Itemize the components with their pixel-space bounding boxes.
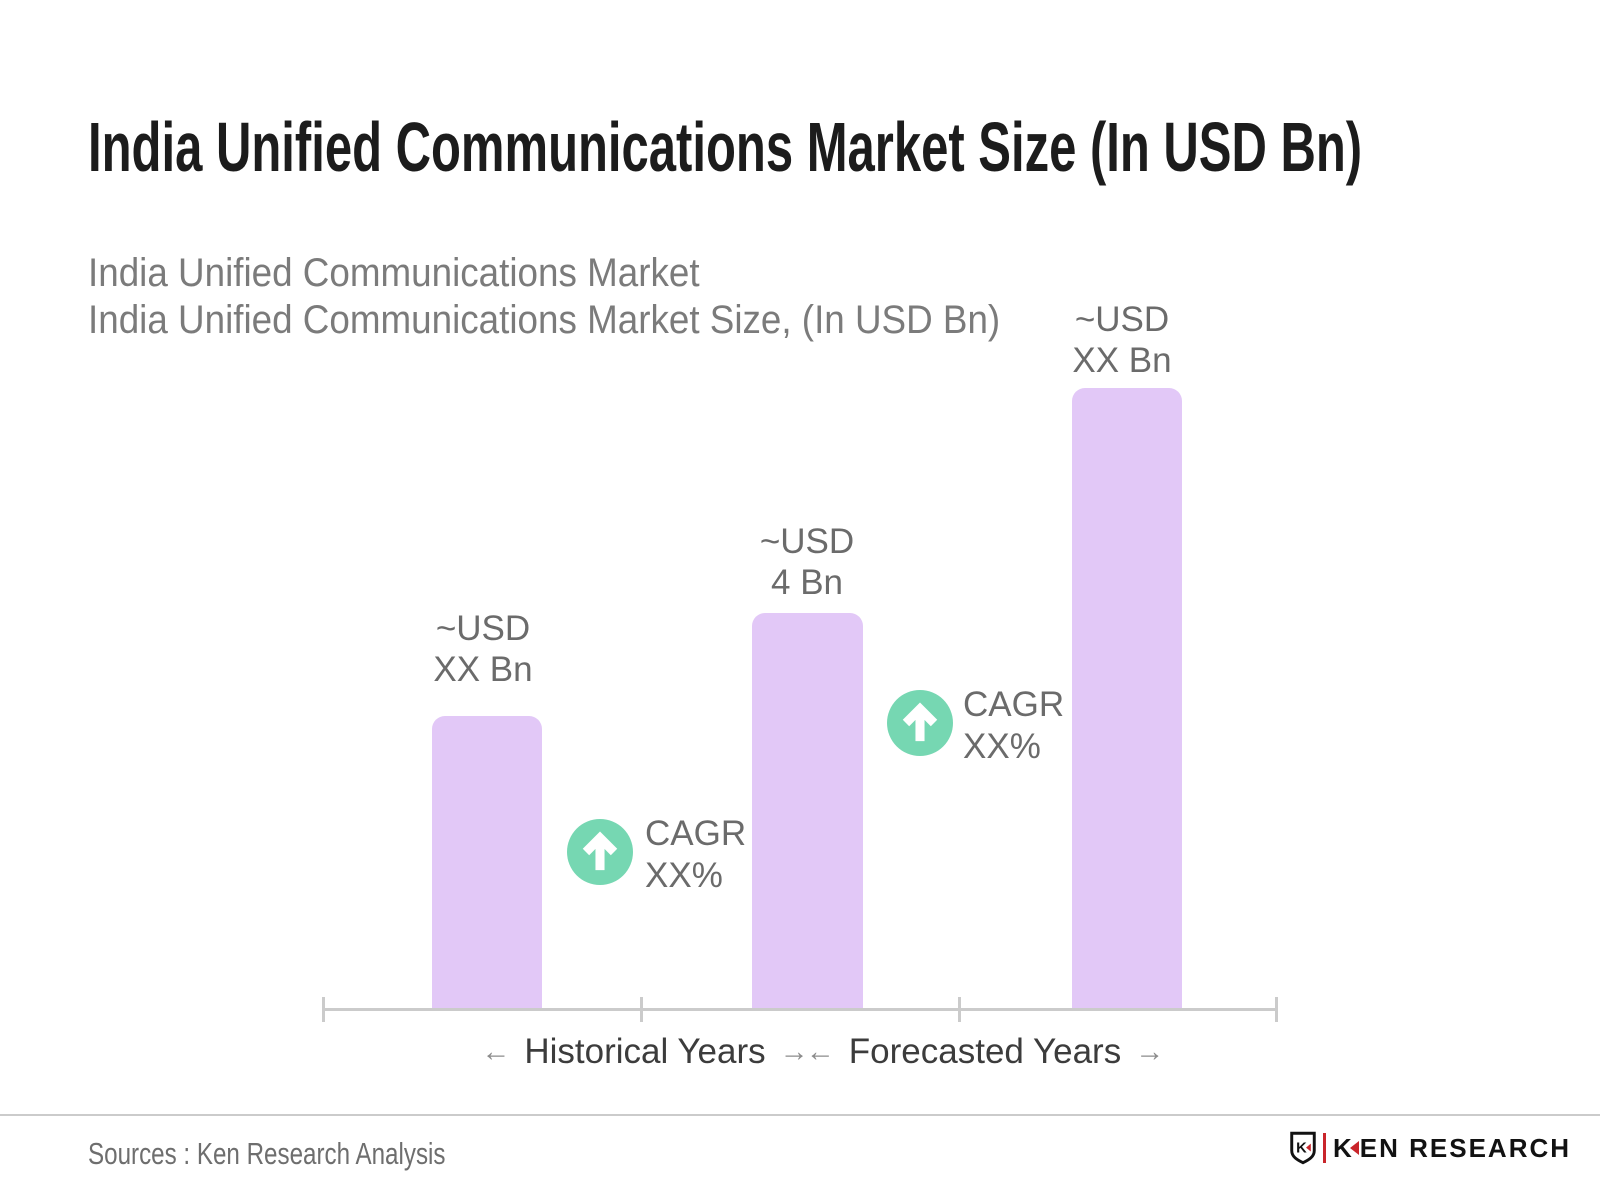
svg-text:K: K [1296, 1140, 1307, 1156]
bar-value-label-3: ~USD XX Bn [1012, 299, 1232, 381]
axis-label-forecasted-years: Forecasted Years [848, 1032, 1122, 1071]
ken-research-logo: K K EN RESEARCH [1290, 1128, 1571, 1168]
subtitle-line-2-text: India Unified Communications Market Size… [88, 298, 1001, 342]
cagr-annotation-2: CAGR XX% [963, 684, 1064, 768]
page-title-text: India Unified Communications Market Size… [88, 107, 1363, 186]
bar2-value-line1: ~USD [759, 522, 855, 561]
subtitle-line-1: India Unified Communications Market [88, 250, 1079, 297]
bar-value-label-2: ~USD 4 Bn [697, 521, 917, 603]
logo-wordmark: K EN RESEARCH [1333, 1133, 1571, 1164]
bar1-value-line1: ~USD [435, 609, 531, 648]
bar-current [752, 613, 863, 1008]
axis-tick [322, 997, 325, 1022]
page-title: India Unified Communications Market Size… [88, 109, 1600, 185]
sources-text: Sources : Ken Research Analysis [88, 1136, 446, 1171]
axis-tick [640, 997, 643, 1022]
axis-tick [1275, 997, 1278, 1022]
cagr2-line1: CAGR [963, 685, 1065, 724]
axis-tick [958, 997, 961, 1022]
x-axis-line [322, 997, 1278, 1022]
footer-divider [0, 1114, 1600, 1116]
up-arrow-circle-icon [887, 690, 953, 756]
cagr1-line2: XX% [645, 856, 723, 895]
wordmark-k: K [1333, 1132, 1354, 1163]
bar3-value-line1: ~USD [1074, 300, 1170, 339]
bar1-value-line2: XX Bn [433, 650, 533, 689]
left-arrow-icon: ← [805, 1036, 835, 1068]
bar2-value-line2: 4 Bn [771, 563, 843, 602]
bar-value-label-1: ~USD XX Bn [373, 608, 593, 690]
bar-forecast [1072, 388, 1182, 1008]
red-triangle-icon [1349, 1141, 1359, 1155]
subtitle-line-2: India Unified Communications Market Size… [88, 297, 1079, 344]
cagr-annotation-1: CAGR XX% [645, 813, 746, 897]
subtitle-line-1-text: India Unified Communications Market [88, 251, 700, 295]
bar-historical [432, 716, 542, 1008]
right-arrow-icon: → [1135, 1036, 1165, 1068]
logo-divider [1323, 1133, 1326, 1163]
shield-k-icon: K [1290, 1131, 1316, 1165]
right-arrow-icon: → [779, 1036, 809, 1068]
up-arrow-circle-icon [567, 819, 633, 885]
chart-subtitle: India Unified Communications Market Indi… [88, 250, 1079, 344]
wordmark-rest: EN RESEARCH [1359, 1132, 1572, 1163]
left-arrow-icon: ← [481, 1036, 511, 1068]
axis-label-historical-years: Historical Years [524, 1032, 766, 1071]
sources-note: Sources : Ken Research Analysis [88, 1136, 546, 1172]
cagr2-line2: XX% [963, 727, 1041, 766]
axis-group-historical: ← Historical Years → [455, 1032, 835, 1072]
cagr1-line1: CAGR [645, 814, 747, 853]
bar3-value-line2: XX Bn [1072, 341, 1172, 380]
axis-group-forecasted: ← Forecasted Years → [795, 1032, 1175, 1072]
